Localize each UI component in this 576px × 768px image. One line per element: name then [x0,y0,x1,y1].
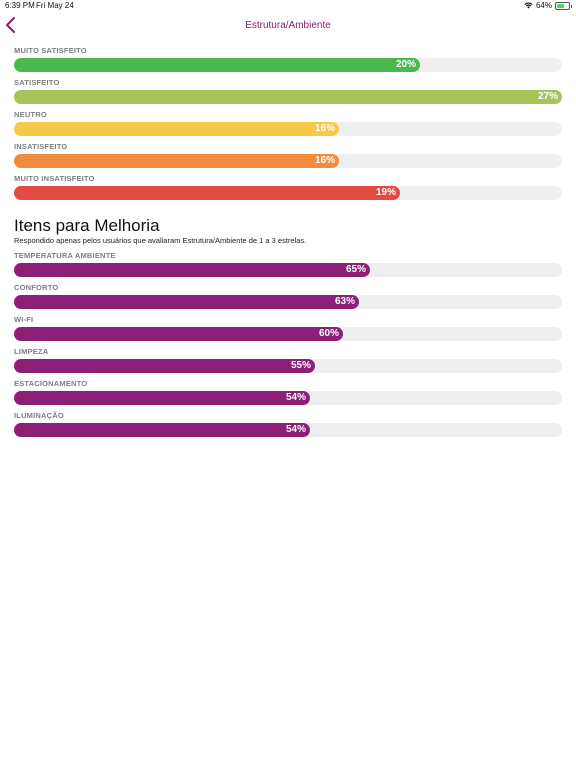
satisfaction-value: 16% [314,123,335,134]
status-date: Fri May 24 [36,1,74,10]
satisfaction-label: NEUTRO [14,110,47,119]
improvement-bar-track: 54% [14,391,562,405]
satisfaction-bar-fill: 20% [14,58,420,72]
satisfaction-label: INSATISFEITO [14,142,68,151]
improvement-label: CONFORTO [14,283,59,292]
improvement-value: 60% [318,328,339,339]
improvement-bar-fill: 54% [14,391,310,405]
satisfaction-label: MUITO SATISFEITO [14,46,87,55]
satisfaction-bar-fill: 27% [14,90,562,104]
satisfaction-bar-fill: 19% [14,186,400,200]
improvement-bar-fill: 54% [14,423,310,437]
satisfaction-bar-fill: 16% [14,154,339,168]
satisfaction-value: 27% [537,91,558,102]
improvement-row: ESTACIONAMENTO 54% [14,379,562,405]
satisfaction-label: MUITO INSATISFEITO [14,174,95,183]
improvement-value: 65% [345,264,366,275]
improvement-row: LIMPEZA 55% [14,347,562,373]
improvement-label: LIMPEZA [14,347,49,356]
satisfaction-label: SATISFEITO [14,78,60,87]
section-subtitle: Respondido apenas pelos usuários que ava… [14,236,307,245]
improvement-bar-track: 65% [14,263,562,277]
battery-icon [555,1,572,10]
improvement-label: WI-FI [14,315,34,324]
satisfaction-value: 16% [314,155,335,166]
improvement-bar-track: 60% [14,327,562,341]
satisfaction-row: INSATISFEITO 16% [14,142,562,168]
satisfaction-bar-fill: 16% [14,122,339,136]
improvement-row: WI-FI 60% [14,315,562,341]
improvement-value: 63% [334,296,355,307]
improvement-bar-track: 54% [14,423,562,437]
improvement-bar-fill: 55% [14,359,315,373]
improvement-bar-fill: 63% [14,295,359,309]
satisfaction-value: 19% [375,187,396,198]
satisfaction-bar-track: 27% [14,90,562,104]
satisfaction-row: MUITO INSATISFEITO 19% [14,174,562,200]
satisfaction-row: NEUTRO 16% [14,110,562,136]
improvement-bar-track: 55% [14,359,562,373]
improvement-value: 55% [290,360,311,371]
status-bar: 6:39 PM Fri May 24 64% [0,0,576,12]
battery-percent: 64% [535,1,552,10]
improvement-label: TEMPERATURA AMBIENTE [14,251,116,260]
page-title: Estrutura/Ambiente [245,20,331,31]
status-time: 6:39 PM [5,1,35,10]
improvement-bar-fill: 60% [14,327,343,341]
improvement-bar-fill: 65% [14,263,370,277]
back-chevron-icon[interactable] [3,16,19,34]
improvement-row: TEMPERATURA AMBIENTE 65% [14,251,562,277]
satisfaction-bar-track: 16% [14,154,562,168]
improvement-row: ILUMINAÇÃO 54% [14,411,562,437]
satisfaction-bar-track: 20% [14,58,562,72]
satisfaction-value: 20% [395,59,416,70]
navigation-bar: Estrutura/Ambiente [0,12,576,38]
improvement-label: ESTACIONAMENTO [14,379,88,388]
section-title: Itens para Melhoria [14,216,160,235]
satisfaction-bar-track: 16% [14,122,562,136]
improvement-label: ILUMINAÇÃO [14,411,64,420]
status-indicators: 64% [524,1,572,10]
satisfaction-row: MUITO SATISFEITO 20% [14,46,562,72]
improvement-value: 54% [285,424,306,435]
satisfaction-row: SATISFEITO 27% [14,78,562,104]
wifi-icon [524,2,533,9]
improvement-bar-track: 63% [14,295,562,309]
improvement-value: 54% [285,392,306,403]
satisfaction-bar-track: 19% [14,186,562,200]
improvement-row: CONFORTO 63% [14,283,562,309]
